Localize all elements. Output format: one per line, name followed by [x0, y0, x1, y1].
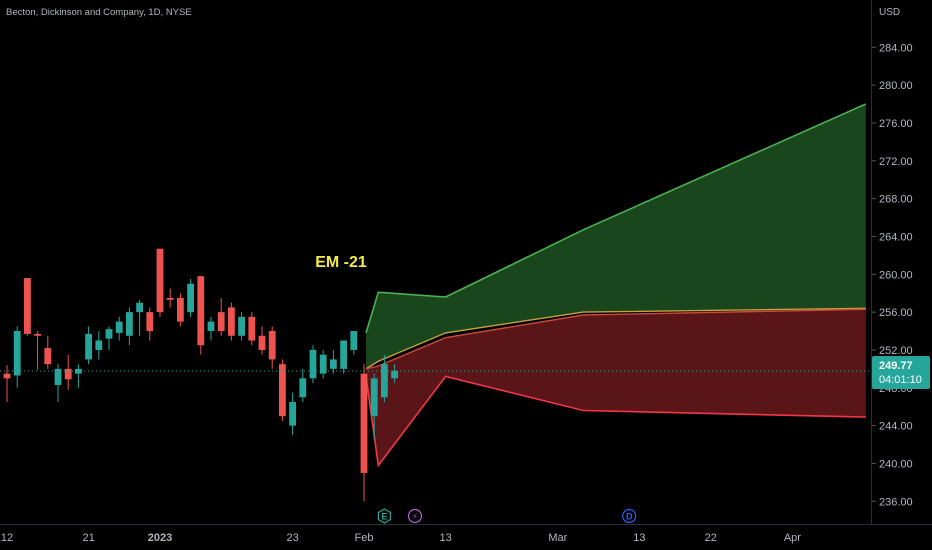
time-axis-label: Apr [784, 532, 801, 544]
candle-body [24, 278, 31, 334]
split-icon [407, 508, 423, 524]
last-price-tag: 249.77 04:01:10 [872, 356, 930, 390]
candle-body [381, 364, 388, 398]
split-marker-label: ⚡ [412, 512, 418, 522]
candle-body [330, 359, 337, 369]
candle-body [105, 329, 113, 339]
candle-body [3, 373, 11, 379]
candle-body [340, 340, 347, 369]
expected-move-annotation: EM -21 [315, 254, 367, 271]
candle-body [391, 370, 398, 379]
candle-body [238, 316, 245, 336]
time-axis-label: 13 [439, 532, 451, 544]
earnings-marker: E [377, 508, 391, 524]
candle-body [319, 354, 327, 374]
time-axis-label: 22 [705, 532, 717, 544]
price-axis-label: 244.00 [879, 421, 913, 433]
candle-body [309, 349, 317, 379]
split-marker: ⚡ [407, 508, 423, 524]
candle-body [126, 312, 133, 336]
candle-body [115, 321, 123, 333]
last-price-value: 249.77 [879, 360, 913, 372]
price-axis-ticks: 236.00240.00244.00248.00252.00256.00260.… [872, 42, 913, 508]
price-axis-label: 252.00 [879, 345, 913, 357]
dividend-marker-label: D [626, 512, 633, 522]
price-axis-label: 272.00 [879, 156, 913, 168]
candle-body [54, 368, 62, 385]
candle-body [207, 321, 215, 332]
candle-body [197, 276, 205, 346]
price-axis-label: 260.00 [879, 269, 913, 281]
time-axis-label: 2023 [148, 532, 172, 544]
bar-countdown: 04:01:10 [879, 374, 922, 386]
candle-body [156, 248, 164, 313]
price-axis-label: 236.00 [879, 496, 913, 508]
price-axis-label: 264.00 [879, 231, 913, 243]
expected-move-mid-lower-line [365, 308, 866, 370]
symbol-title: Becton, Dickinson and Company, 1D, NYSE [6, 7, 192, 18]
candle-body [34, 333, 41, 336]
expected-move-upper-line [365, 103, 867, 334]
candle-body [136, 302, 143, 313]
earnings-icon [377, 508, 391, 524]
price-axis-label: 240.00 [879, 458, 913, 470]
candle-body [217, 312, 225, 332]
candle-body [289, 401, 296, 426]
candle-body [44, 348, 52, 365]
candle-body [370, 378, 378, 417]
candle-body [299, 378, 307, 398]
candle-body [228, 307, 235, 336]
candle-body [95, 340, 103, 350]
candle-body [258, 335, 266, 350]
candle-body [166, 297, 174, 300]
candle-body [360, 373, 368, 473]
candlestick-series [3, 248, 398, 502]
price-axis-label: 256.00 [879, 307, 913, 319]
dividend-icon [622, 508, 637, 524]
price-axis-label: 268.00 [879, 194, 913, 206]
candle-body [177, 297, 184, 322]
price-axis-label: 284.00 [879, 42, 913, 54]
candle-body [279, 364, 286, 417]
time-axis-label: 23 [286, 532, 298, 544]
candle-body [85, 333, 92, 360]
last-price-tag-box [872, 356, 930, 390]
price-axis-label: 276.00 [879, 118, 913, 130]
expected-move-band [365, 103, 867, 468]
candle-body [13, 331, 21, 376]
time-axis-label: Feb [355, 532, 374, 544]
event-markers: E ⚡ D [377, 508, 637, 524]
candle-body [248, 316, 256, 341]
expected-move-upper-zone [366, 104, 866, 369]
price-axis[interactable] [871, 0, 932, 524]
earnings-marker-label: E [381, 512, 387, 522]
time-axis-label: 13 [633, 532, 645, 544]
time-axis-label: 21 [82, 532, 94, 544]
expected-move-lower-zone [366, 309, 866, 466]
candle-body [64, 368, 72, 380]
time-axis-ticks: 12 21 2023 23 Feb 13 Mar 13 22 Apr [1, 532, 801, 544]
candle-body [75, 368, 82, 374]
time-axis-label: 12 [1, 532, 13, 544]
time-axis-label: Mar [548, 532, 567, 544]
candle-body [350, 331, 358, 350]
candle-body [268, 331, 276, 360]
price-axis-label: 280.00 [879, 80, 913, 92]
candle-body [146, 312, 154, 332]
candle-body [187, 283, 194, 313]
expected-move-mid-upper-line [365, 307, 866, 370]
dividend-marker: D [622, 508, 637, 524]
currency-label: USD [879, 7, 900, 18]
